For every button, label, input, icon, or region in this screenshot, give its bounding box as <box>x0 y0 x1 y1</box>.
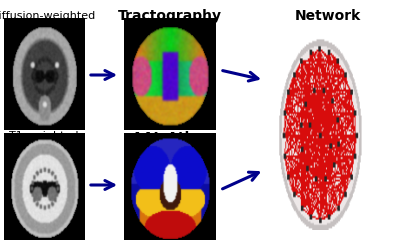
Text: T1-weighted: T1-weighted <box>9 131 79 141</box>
Text: Tractography: Tractography <box>118 9 222 23</box>
Text: Network: Network <box>295 9 361 23</box>
Text: Diffusion-weighted: Diffusion-weighted <box>0 11 97 21</box>
Text: AAL Atlas: AAL Atlas <box>132 131 208 145</box>
